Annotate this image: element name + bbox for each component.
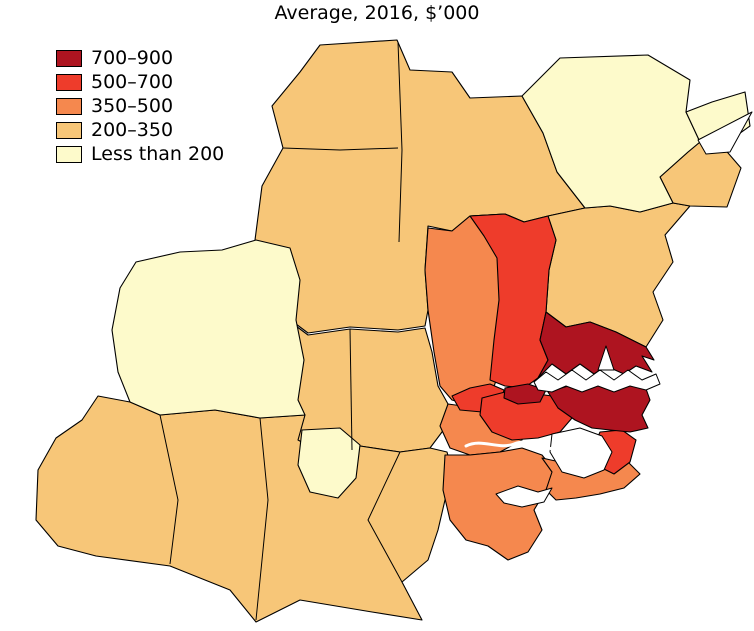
- map-region-cbd-darkred: [503, 383, 547, 405]
- internal-border: [349, 328, 353, 451]
- internal-border: [282, 147, 399, 151]
- legend-label: 500–700: [91, 71, 174, 93]
- internal-border: [159, 414, 179, 565]
- legend: 700–900 500–700 350–500 200–350 Less tha…: [56, 46, 224, 166]
- legend-label: 700–900: [91, 47, 174, 69]
- legend-swatch-lt200: [56, 145, 82, 163]
- water-harbour: [533, 369, 661, 393]
- legend-item: 700–900: [56, 46, 224, 70]
- internal-border: [255, 417, 269, 621]
- legend-item: 350–500: [56, 94, 224, 118]
- map-region-northeast-pale: [521, 54, 701, 213]
- legend-item: 200–350: [56, 118, 224, 142]
- map-region-north: [254, 39, 586, 334]
- legend-label: 200–350: [91, 119, 174, 141]
- legend-swatch-700-900: [56, 49, 82, 67]
- legend-item: Less than 200: [56, 142, 224, 166]
- map-region-harbour-north-darkred: [537, 311, 655, 379]
- legend-label: Less than 200: [91, 143, 225, 165]
- map-region-south-pale-patch: [297, 427, 361, 499]
- legend-swatch-350-500: [56, 97, 82, 115]
- legend-swatch-200-350: [56, 121, 82, 139]
- water-port-hacking: [495, 485, 553, 508]
- water-botany-bay: [549, 427, 613, 479]
- water-georges-river: [464, 440, 556, 452]
- water-northeast-inlet: [697, 111, 753, 155]
- internal-border: [397, 41, 403, 243]
- map-region-northern-beaches: [545, 202, 691, 348]
- water-middle-harbour: [597, 345, 615, 371]
- map-region-west-pale: [111, 239, 306, 419]
- legend-item: 500–700: [56, 70, 224, 94]
- internal-border: [367, 451, 403, 583]
- legend-label: 350–500: [91, 95, 174, 117]
- map-region-south-orange: [442, 447, 555, 561]
- chart-title: Average, 2016, $’000: [274, 2, 480, 24]
- legend-swatch-500-700: [56, 73, 82, 91]
